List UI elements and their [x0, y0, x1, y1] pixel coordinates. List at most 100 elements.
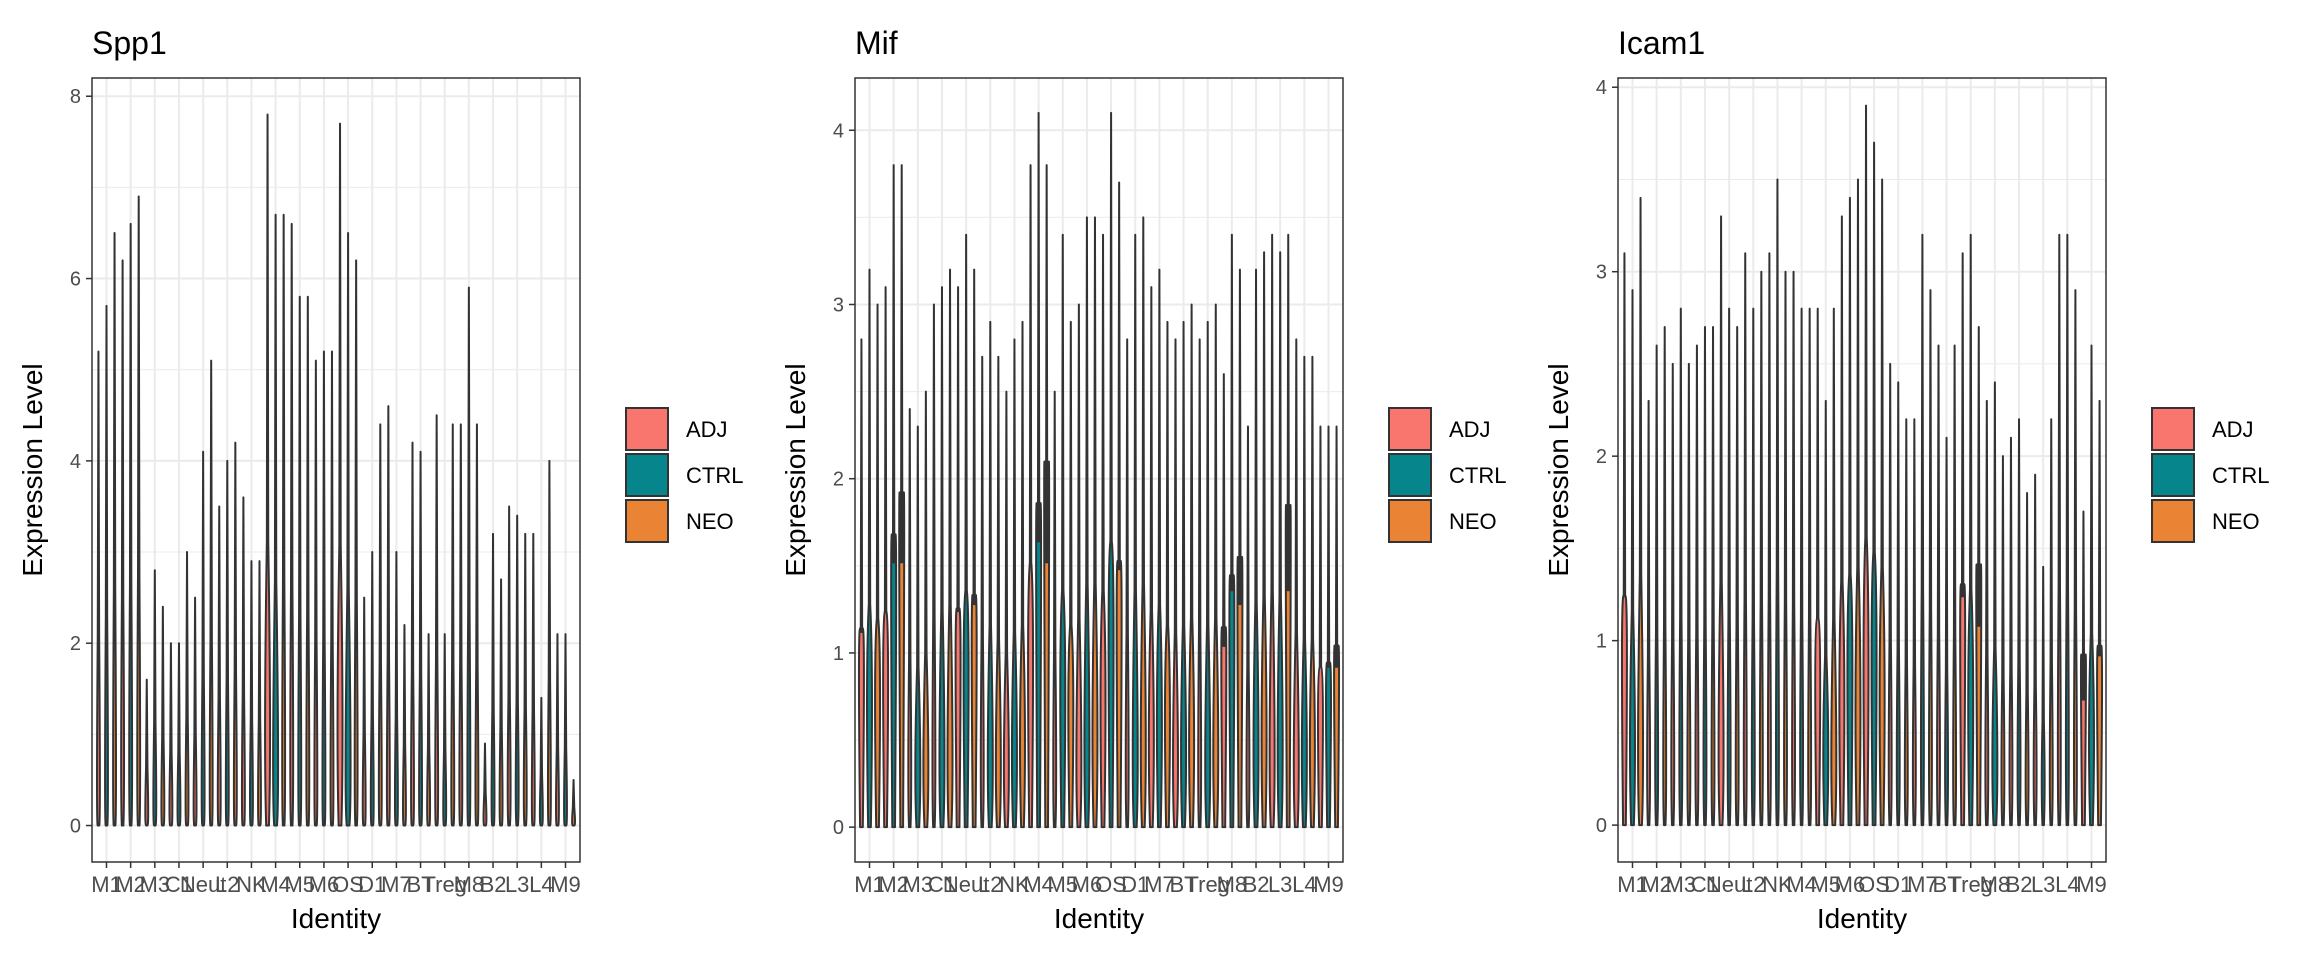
violin-ctrl-m7: [393, 551, 399, 827]
x-tick-label: M7: [381, 872, 412, 897]
legend: ADJ CTRL NEO: [625, 407, 743, 543]
x-tick-label: M5: [284, 872, 315, 897]
violin-ctrl-neut: [1726, 307, 1732, 827]
violin-neo-l2: [994, 355, 1002, 829]
x-tick-label: Neut: [180, 872, 226, 897]
legend-key-neo: [1388, 499, 1432, 543]
legend-key-adj: [2151, 407, 2195, 451]
violin-ctrl-m9: [2088, 344, 2095, 827]
violin-ctrl-m3: [1678, 307, 1684, 827]
violin-ctrl-c1: [176, 642, 182, 827]
violin-ctrl-l4: [1300, 355, 1308, 829]
violin-ctrl-neut: [962, 233, 970, 829]
violin-ctrl-m2: [128, 222, 134, 827]
violin-adj-m6: [1838, 215, 1846, 827]
violin-ctrl-treg: [1204, 320, 1212, 829]
x-tick-label: C1: [1691, 872, 1719, 897]
violin-adj-m9: [555, 633, 560, 827]
x-tick-label: C1: [928, 872, 956, 897]
violin-neo-l4: [1308, 355, 1316, 829]
violin-adj-d1: [361, 596, 367, 827]
y-tick-label: 3: [833, 294, 844, 316]
violin-ctrl-b2: [490, 532, 496, 827]
violin-adj-m3: [144, 678, 150, 827]
x-tick-label: M7: [1144, 872, 1175, 897]
violin-neo-m8: [1236, 268, 1244, 829]
violin-neo-neut: [970, 268, 978, 829]
legend-label-ctrl: CTRL: [2212, 463, 2269, 488]
violin-adj-m1: [857, 338, 865, 829]
violin-neo-l4: [546, 459, 552, 827]
violin-ctrl-c1: [938, 286, 946, 829]
violin-ctrl-nk: [1010, 338, 1018, 829]
x-tick-label: M3: [903, 872, 934, 897]
legend-label-ctrl: CTRL: [1449, 463, 1506, 488]
x-tick-label: M8: [1217, 872, 1248, 897]
x-tick-label: B2: [2006, 872, 2033, 897]
x-tick-label: BT: [406, 872, 434, 897]
violin-adj-m5: [289, 222, 295, 827]
violin-adj-l3: [506, 505, 512, 827]
violin-adj-m2: [1646, 399, 1652, 827]
violin-adj-l3: [2032, 473, 2038, 827]
violin-adj-m6: [313, 359, 319, 827]
violin-ctrl-l3: [2040, 565, 2046, 827]
violin-adj-l2: [1742, 252, 1748, 827]
violin-neo-bt: [426, 633, 432, 827]
x-tick-label: M8: [454, 872, 485, 897]
violin-ctrl-m6: [1846, 196, 1854, 827]
x-tick-label: M9: [550, 872, 581, 897]
x-tick-label: Treg: [1186, 872, 1230, 897]
violin-adj-l2: [216, 505, 222, 827]
violin-adj-nk: [240, 496, 246, 827]
violin-ctrl-l2: [224, 459, 230, 827]
violin-neo-l3: [522, 532, 528, 827]
violin-ctrl-m2: [890, 164, 898, 829]
chart-title: Mif: [855, 25, 898, 61]
x-tick-label: M6: [1072, 872, 1103, 897]
violin-neo-l3: [2048, 418, 2054, 827]
legend-key-neo: [625, 499, 669, 543]
violin-adj-l2: [979, 355, 985, 829]
y-tick-label: 0: [833, 817, 844, 839]
y-axis-label: Expression Level: [1543, 363, 1574, 576]
violin-adj-m4: [1027, 164, 1035, 829]
x-tick-label: M1: [1617, 872, 1648, 897]
x-tick-label: M1: [854, 872, 885, 897]
legend-key-adj: [1388, 407, 1432, 451]
violin-adj-m9: [2079, 510, 2087, 827]
violin-ctrl-d1: [369, 551, 375, 827]
violin-ctrl-b2: [1252, 268, 1260, 829]
violin-neo-m6: [329, 350, 335, 827]
violin-ctrl-os: [1107, 111, 1115, 829]
violin-neo-nk: [1019, 320, 1026, 829]
violin-adj-m3: [907, 408, 913, 829]
x-tick-label: M6: [309, 872, 340, 897]
x-tick-label: OS: [1858, 872, 1890, 897]
chart-title: Icam1: [1618, 25, 1705, 61]
y-tick-label: 2: [1596, 446, 1607, 468]
x-axis-label: Identity: [291, 903, 381, 934]
violin-adj-b2: [1245, 425, 1251, 829]
y-tick-label: 6: [70, 269, 81, 291]
violin-neo-m3: [922, 390, 930, 829]
x-tick-label: M8: [1980, 872, 2011, 897]
violin-adj-m7: [385, 405, 391, 827]
x-tick-label: L2: [978, 872, 1002, 897]
violin-adj-bt: [1936, 344, 1941, 827]
violin-ctrl-m1: [1629, 289, 1636, 827]
x-tick-label: M4: [260, 872, 291, 897]
violin-ctrl-l4: [2064, 233, 2070, 827]
violin-adj-l3: [1268, 233, 1276, 829]
violin-neo-l2: [1758, 270, 1764, 827]
x-tick-label: B2: [480, 872, 507, 897]
violin-adj-treg: [434, 414, 440, 827]
x-tick-label: NK: [1762, 872, 1793, 897]
violin-neo-m3: [1686, 362, 1692, 827]
x-tick-label: OS: [332, 872, 364, 897]
plot-background: [92, 78, 580, 862]
violin-adj-m7: [1147, 286, 1155, 829]
x-tick-label: D1: [1121, 872, 1149, 897]
violin-ctrl-m6: [1083, 216, 1091, 829]
violin-neo-os: [353, 259, 359, 827]
